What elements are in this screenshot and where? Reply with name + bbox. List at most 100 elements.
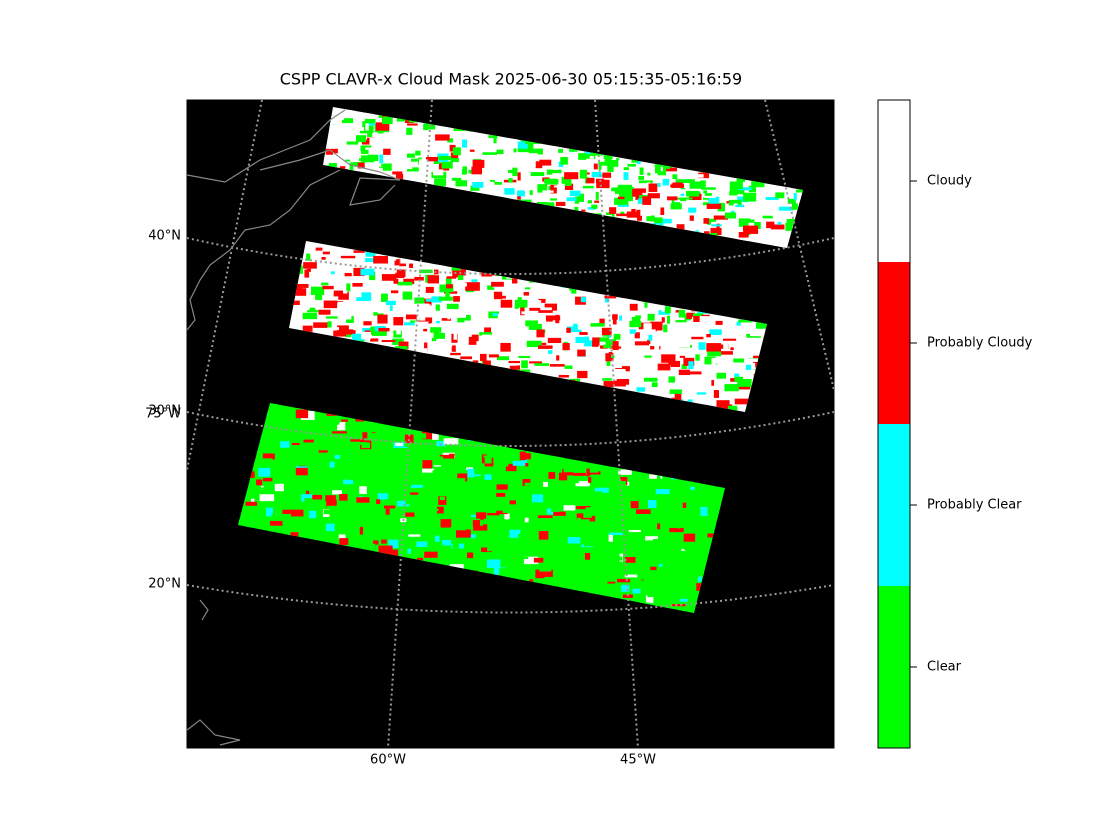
cloud-pixel — [414, 276, 424, 281]
cloud-pixel — [584, 541, 599, 547]
cloud-pixel — [738, 232, 749, 238]
cloud-pixel — [538, 345, 553, 349]
cloud-pixel — [441, 318, 452, 321]
cloud-pixel — [587, 491, 603, 496]
cloud-pixel — [713, 390, 719, 398]
cloud-pixel — [403, 136, 409, 141]
cloud-pixel — [625, 187, 634, 190]
cloud-pixel — [599, 199, 608, 207]
cloud-pixel — [545, 202, 555, 208]
cloud-pixel — [756, 215, 766, 223]
cloud-pixel — [496, 489, 506, 497]
cloud-pixel — [289, 442, 300, 446]
cloud-pixel — [337, 277, 345, 282]
cloud-pixel — [585, 507, 592, 511]
cloud-pixel — [509, 529, 521, 538]
cloud-pixel — [291, 300, 300, 305]
cloud-pixel — [411, 541, 420, 544]
colorbar-segment — [878, 586, 910, 748]
cloud-pixel — [356, 338, 365, 344]
cloud-pixel — [697, 223, 708, 232]
cloud-pixel — [445, 522, 459, 526]
cloud-pixel — [588, 496, 597, 503]
cloud-pixel — [340, 255, 356, 259]
cloud-pixel — [544, 147, 559, 154]
latitude-label: 30°N — [148, 404, 181, 419]
cloud-pixel — [583, 340, 598, 347]
cloud-pixel — [484, 471, 492, 480]
cloud-pixel — [342, 439, 350, 447]
cloud-pixel — [691, 377, 699, 385]
cloud-pixel — [368, 543, 376, 549]
cloud-pixel — [538, 531, 549, 540]
cloud-pixel — [360, 268, 375, 276]
cloud-pixel — [662, 178, 670, 186]
cloud-pixel — [305, 490, 310, 495]
cloud-pixel — [383, 500, 391, 503]
cloud-pixel — [496, 149, 504, 155]
cloud-pixel — [550, 184, 557, 194]
cloud-pixel — [439, 454, 455, 459]
cloud-pixel — [467, 468, 475, 478]
cloud-pixel — [606, 506, 618, 511]
cloud-pixel — [525, 463, 531, 473]
cloud-pixel — [638, 180, 653, 184]
cloud-pixel — [711, 358, 716, 366]
cloud-pixel — [518, 355, 531, 359]
cloud-pixel — [258, 458, 273, 465]
cloud-pixel — [457, 478, 465, 484]
cloud-pixel — [397, 481, 405, 490]
cloud-pixel — [490, 520, 505, 526]
cloud-pixel — [471, 514, 476, 518]
colorbar-segment — [878, 100, 910, 262]
cloud-pixel — [562, 343, 570, 351]
cloud-pixel — [601, 512, 614, 520]
cloud-pixel — [646, 208, 662, 216]
cloud-pixel — [680, 188, 686, 191]
cloud-pixel — [445, 291, 450, 299]
cloud-pixel — [303, 262, 317, 269]
cloud-pixel — [362, 432, 368, 439]
cloud-pixel — [634, 332, 640, 339]
cloud-pixel — [455, 180, 468, 187]
cloud-pixel — [643, 575, 653, 584]
cloud-pixel — [579, 169, 587, 179]
cloud-pixel — [602, 166, 614, 172]
cloud-pixel — [452, 539, 459, 549]
cloud-pixel — [608, 351, 613, 356]
cloud-pixel — [660, 207, 665, 216]
cloud-pixel — [391, 482, 400, 490]
cloud-pixel — [694, 395, 704, 405]
cloud-pixel — [692, 325, 696, 333]
cloud-pixel — [675, 179, 691, 183]
cloud-pixel — [581, 459, 588, 468]
cloud-pixel — [383, 148, 391, 155]
cloud-pixel — [339, 538, 349, 545]
cloud-pixel — [552, 173, 565, 176]
cloud-pixel — [341, 118, 354, 124]
cloud-pixel — [280, 445, 292, 451]
cloud-pixel — [415, 150, 421, 156]
cloud-pixel — [667, 315, 671, 324]
cloud-pixel — [396, 329, 401, 335]
cloud-pixel — [279, 413, 287, 419]
cloud-pixel — [547, 481, 559, 491]
cloud-pixel — [657, 523, 661, 530]
cloud-pixel — [400, 255, 414, 264]
cloud-pixel — [631, 208, 636, 216]
cloud-pixel — [695, 354, 700, 361]
cloud-pixel — [654, 503, 664, 508]
cloud-pixel — [321, 257, 326, 260]
cloud-pixel — [325, 316, 338, 319]
cloud-pixel — [588, 471, 601, 476]
cloud-pixel — [793, 193, 797, 201]
cloud-pixel — [669, 521, 679, 529]
cloud-pixel — [515, 558, 521, 563]
cloud-pixel — [575, 336, 586, 344]
cloud-pixel — [411, 433, 427, 439]
cloud-pixel — [404, 322, 418, 326]
cloud-pixel — [381, 274, 397, 281]
cloud-pixel — [339, 457, 352, 466]
cloud-pixel — [557, 301, 568, 305]
cloud-pixel — [729, 188, 745, 195]
